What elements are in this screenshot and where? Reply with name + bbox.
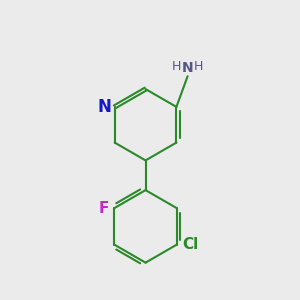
Text: N: N	[97, 98, 111, 116]
Text: H: H	[172, 60, 181, 73]
Text: N: N	[182, 61, 194, 75]
Text: F: F	[98, 201, 109, 216]
Text: H: H	[194, 60, 204, 73]
Text: Cl: Cl	[182, 237, 199, 252]
